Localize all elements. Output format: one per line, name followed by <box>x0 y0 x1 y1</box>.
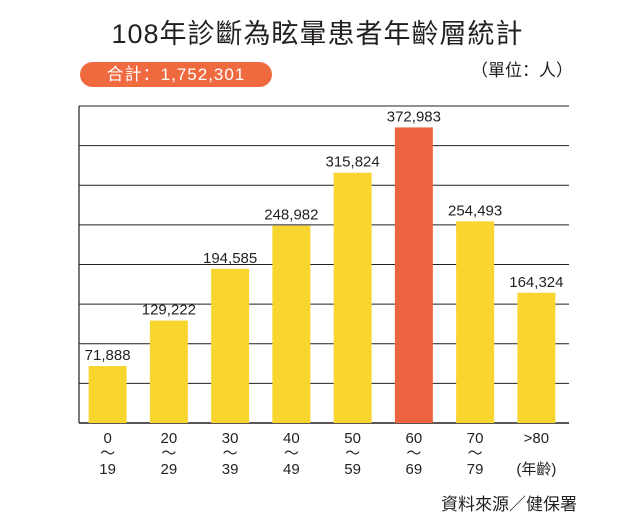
x-tick-label: 29 <box>161 461 178 478</box>
bar <box>88 366 127 423</box>
x-tick-label: (年齡) <box>516 461 556 478</box>
bar <box>456 221 495 423</box>
x-tick-label: 69 <box>406 461 423 478</box>
source-label: 資料來源／健保署 <box>441 495 577 514</box>
bar <box>517 292 556 423</box>
x-tick-label: ～ <box>100 445 115 462</box>
data-label: 129,222 <box>142 302 196 319</box>
data-label: 164,324 <box>509 274 563 291</box>
x-tick-label: 20 <box>161 430 178 447</box>
x-tick-label: 49 <box>283 461 300 478</box>
x-tick-label: 19 <box>99 461 116 478</box>
x-tick-label: 60 <box>406 430 423 447</box>
x-tick-label: ～ <box>161 445 176 462</box>
x-tick-label: ～ <box>284 445 299 462</box>
data-label: 71,888 <box>85 347 131 364</box>
data-label: 315,824 <box>326 154 380 171</box>
x-tick-label: ～ <box>223 445 238 462</box>
unit-label: （單位：人） <box>471 61 573 80</box>
x-tick-label: ～ <box>406 445 421 462</box>
data-label: 248,982 <box>264 207 318 224</box>
x-tick-label: 70 <box>467 430 484 447</box>
bar <box>394 127 433 423</box>
x-tick-label: 0 <box>103 430 111 447</box>
data-label: 372,983 <box>387 108 441 125</box>
data-label: 194,585 <box>203 250 257 267</box>
x-tick-label: ～ <box>468 445 483 462</box>
bar <box>272 225 311 423</box>
x-tick-label: 79 <box>467 461 484 478</box>
x-tick-label: 40 <box>283 430 300 447</box>
x-tick-label: 30 <box>222 430 239 447</box>
x-tick-label: 39 <box>222 461 239 478</box>
bar <box>211 268 250 423</box>
x-tick-label: ～ <box>345 445 360 462</box>
x-tick-label: 59 <box>344 461 361 478</box>
x-tick-label: 50 <box>344 430 361 447</box>
total-badge: 合計：1,752,301 <box>80 62 272 87</box>
bar <box>333 172 372 423</box>
chart-title: 108年診斷為眩暈患者年齡層統計 <box>111 19 524 49</box>
x-tick-label: >80 <box>524 430 549 447</box>
bar <box>149 320 188 423</box>
data-label: 254,493 <box>448 202 502 219</box>
